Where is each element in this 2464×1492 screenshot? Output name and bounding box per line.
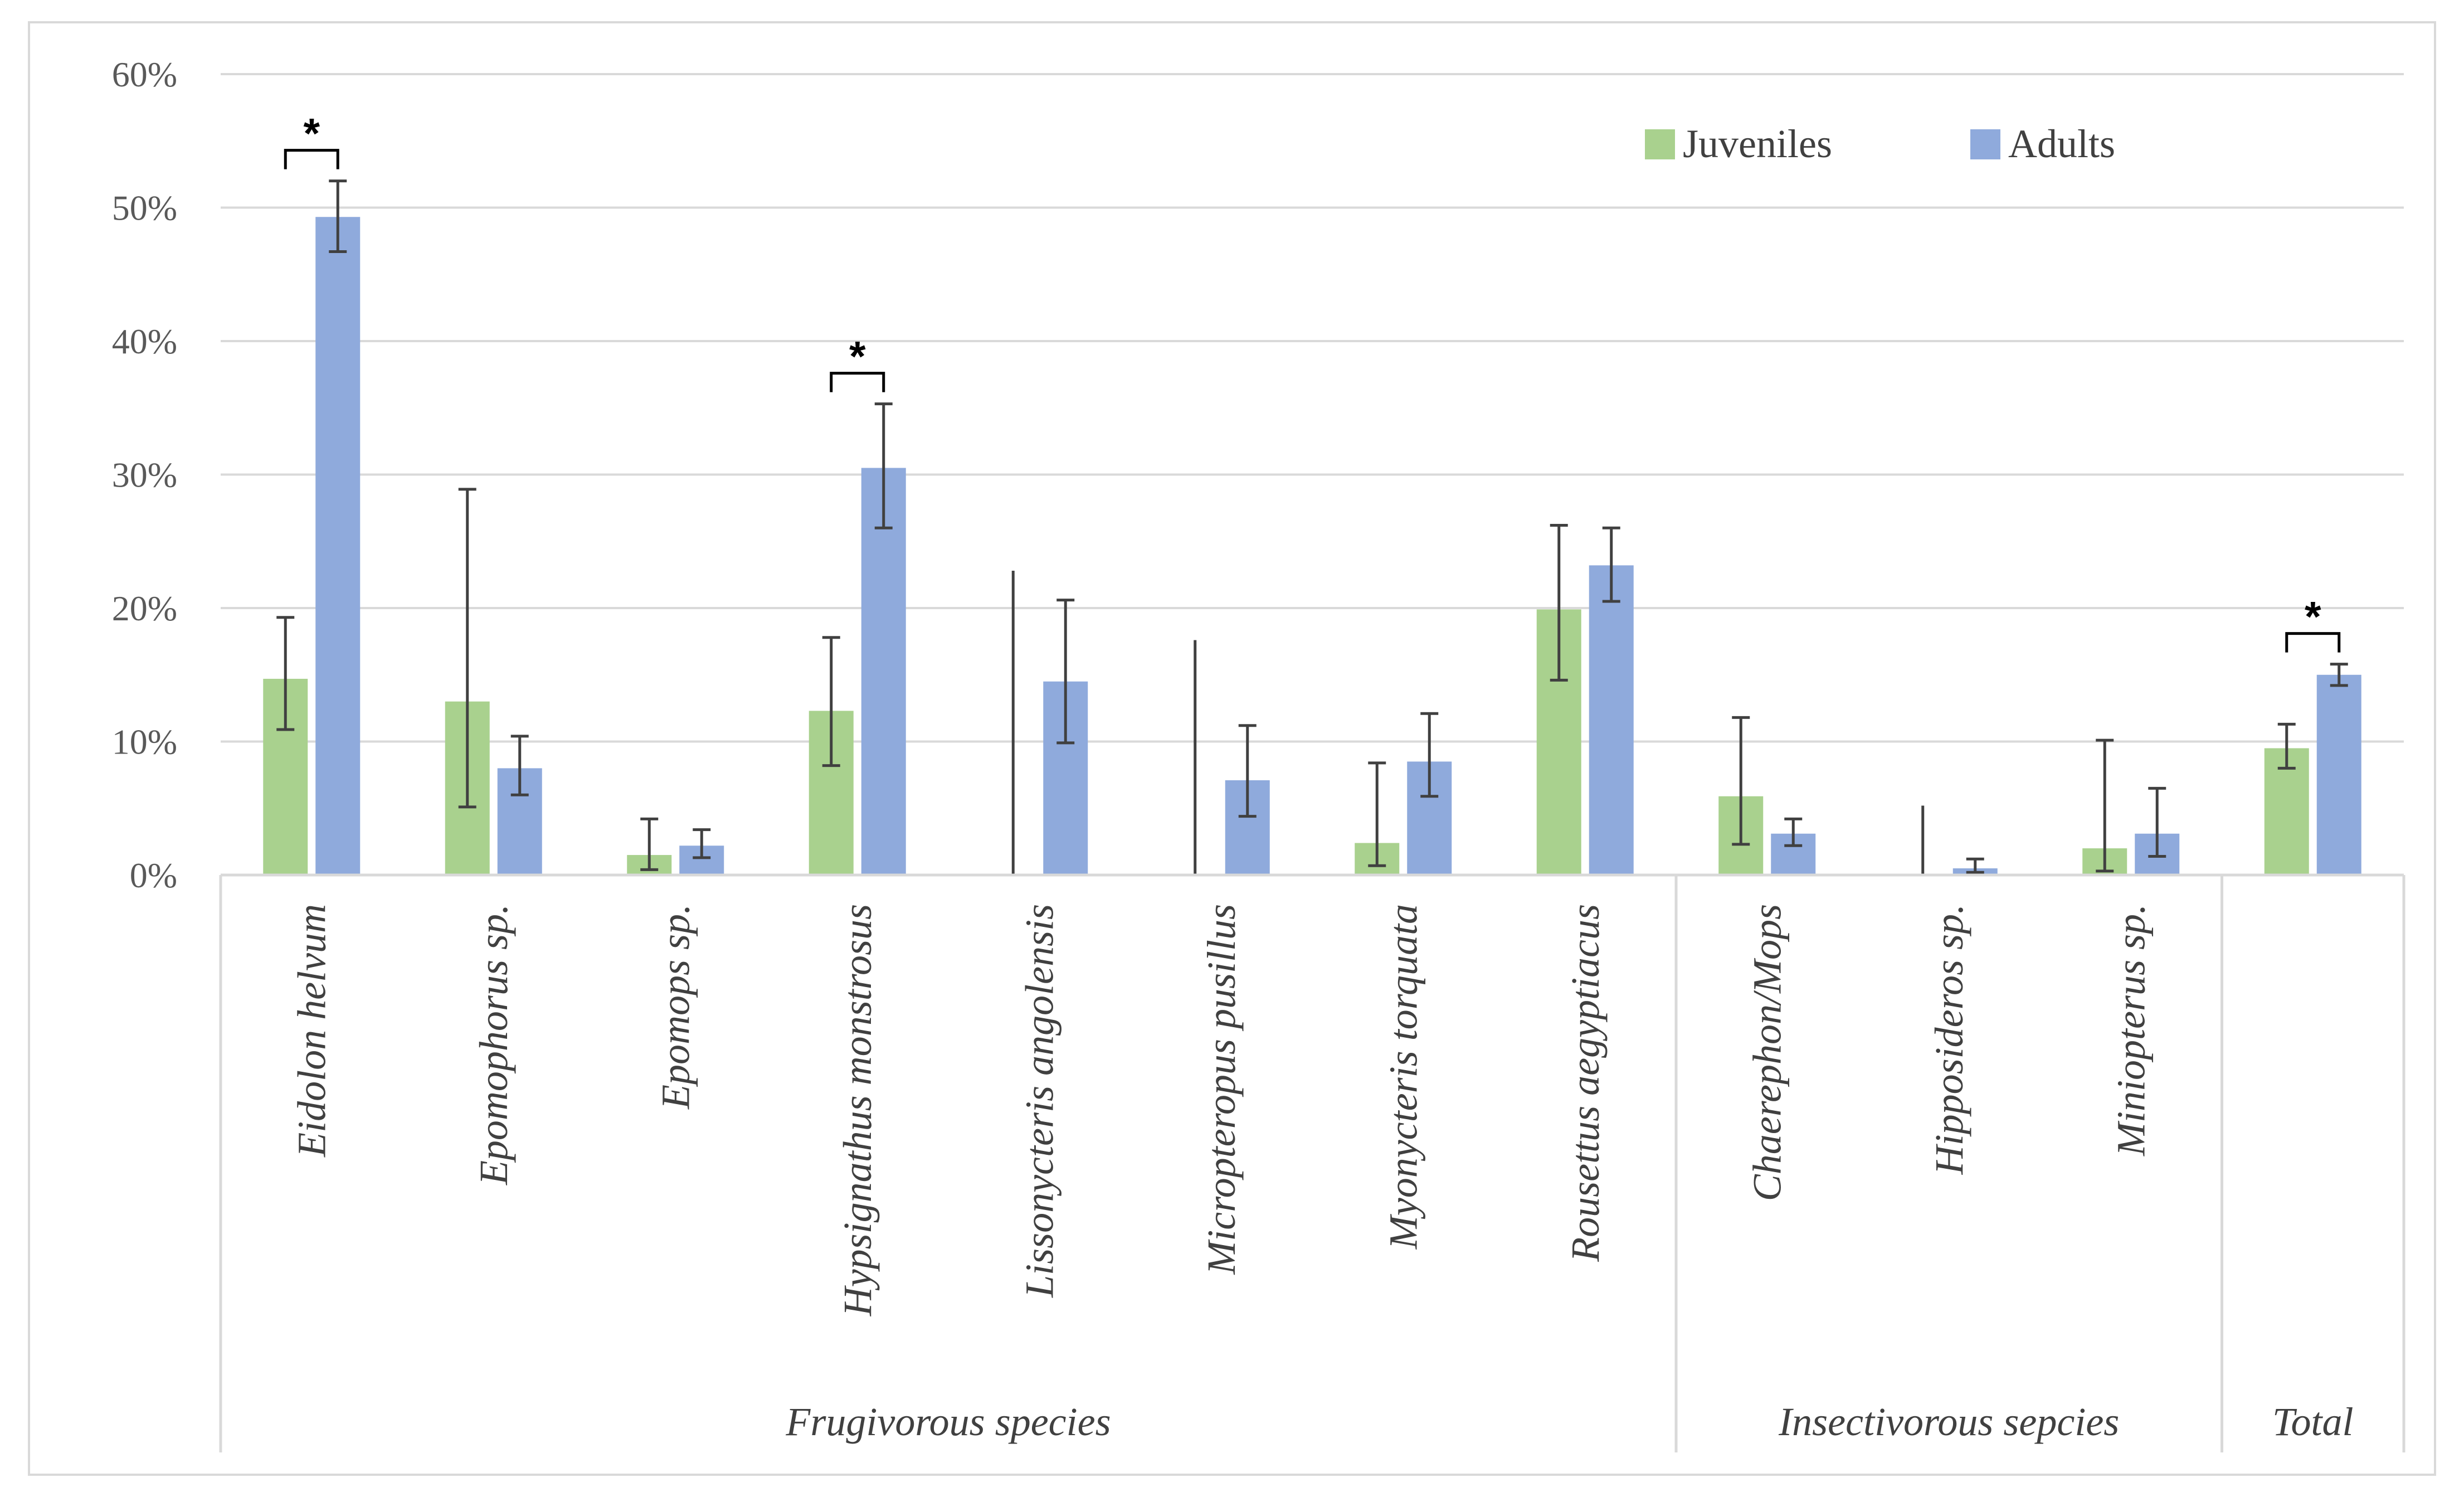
legend-swatch-adults bbox=[1970, 129, 2000, 159]
significance-bracket bbox=[2285, 632, 2341, 653]
category-label: Eidolon helvum bbox=[289, 904, 334, 1158]
significance-label: * bbox=[849, 333, 866, 381]
category-label: Myonycteris torquata bbox=[1381, 904, 1425, 1250]
category-label: Micropteropus pusillus bbox=[1199, 904, 1244, 1275]
significance-markers: * * * bbox=[284, 110, 2341, 653]
bar-adults bbox=[315, 217, 361, 875]
significance-bracket bbox=[284, 149, 339, 169]
y-tick-label: 40% bbox=[112, 322, 177, 361]
legend-label-adults: Adults bbox=[2008, 122, 2115, 166]
legend: Juveniles Adults bbox=[1645, 122, 2115, 166]
category-label: Hipposideros sp. bbox=[1927, 904, 1971, 1175]
y-tick-label: 20% bbox=[112, 589, 177, 628]
y-tick-label: 10% bbox=[112, 722, 177, 762]
category-labels: Eidolon helvum Epomophorus sp. Epomops sp.… bbox=[289, 904, 2153, 1316]
significance-bracket bbox=[830, 372, 885, 392]
y-tick-label: 0% bbox=[130, 856, 177, 895]
chart-frame bbox=[28, 21, 2436, 1476]
group-label: Frugivorous species bbox=[785, 1399, 1111, 1444]
y-axis-ticks: 0% 10% 20% 30% 40% 50% 60% bbox=[112, 55, 177, 895]
category-label: Rousettus aegyptiacus bbox=[1563, 904, 1608, 1262]
bars bbox=[263, 217, 2361, 875]
y-tick-label: 50% bbox=[112, 188, 177, 228]
gridlines bbox=[221, 73, 2404, 743]
group-label: Total bbox=[2272, 1399, 2353, 1444]
group-label: Insectivorous sepcies bbox=[1778, 1399, 2119, 1444]
category-label: Miniopterus sp. bbox=[2108, 904, 2153, 1156]
bar-adults bbox=[861, 468, 906, 875]
y-tick-label: 60% bbox=[112, 55, 177, 94]
bar-adults bbox=[1589, 565, 1634, 875]
category-label: Hypsignathus monstrosus bbox=[835, 904, 880, 1316]
significance-label: * bbox=[303, 110, 320, 158]
category-label: Chaerephon/Mops bbox=[1745, 904, 1789, 1201]
x-axis bbox=[219, 873, 2405, 1452]
category-label: Lissonycteris angolensis bbox=[1017, 904, 1061, 1298]
error-bars bbox=[276, 179, 2348, 875]
significance-label: * bbox=[2305, 594, 2321, 641]
bar-adults bbox=[2316, 674, 2361, 875]
category-label: Epomophorus sp. bbox=[471, 904, 516, 1185]
y-tick-label: 30% bbox=[112, 455, 177, 495]
legend-swatch-juveniles bbox=[1645, 129, 1675, 159]
legend-label-juveniles: Juveniles bbox=[1683, 122, 1832, 166]
category-label: Epomops sp. bbox=[653, 904, 698, 1110]
group-labels: Frugivorous species Insectivorous sepcies… bbox=[785, 1399, 2353, 1444]
